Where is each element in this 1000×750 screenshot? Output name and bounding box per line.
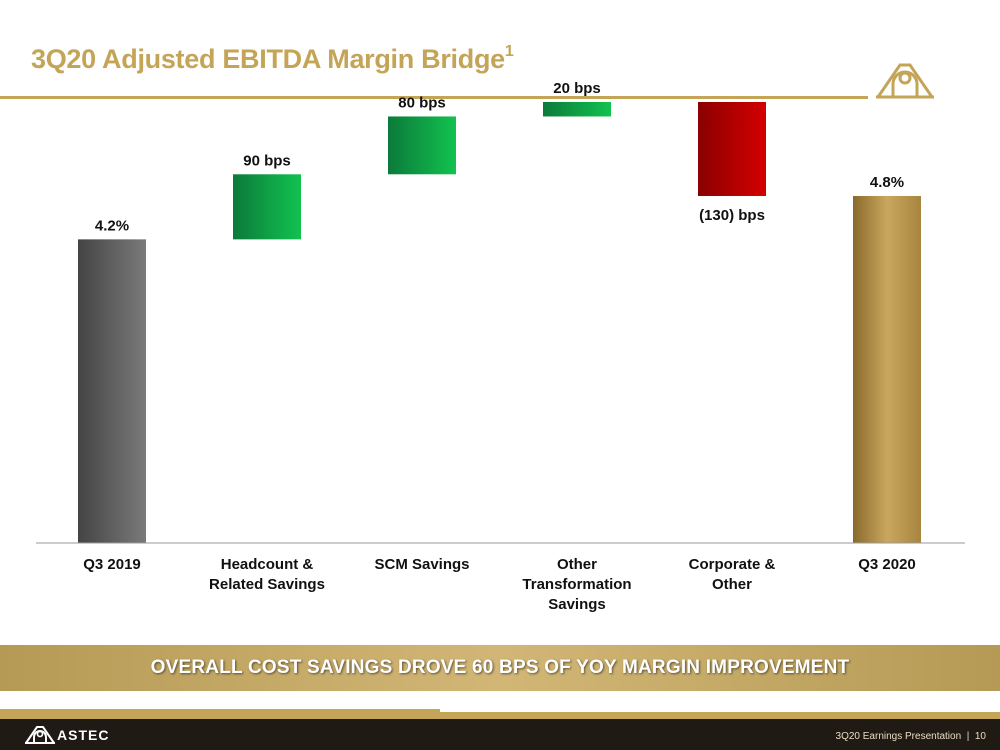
bar-3 — [388, 116, 456, 175]
summary-banner-text: OVERALL COST SAVINGS DROVE 60 BPS OF YOY… — [150, 657, 850, 678]
category-label-4: Other Transformation Savings — [522, 556, 631, 613]
title-divider — [0, 96, 868, 99]
category-label-5: Corporate & Other — [689, 556, 776, 593]
data-label-1: 4.2% — [95, 217, 129, 234]
astec-logo-icon — [25, 726, 55, 744]
bar-5 — [698, 102, 766, 196]
footer-page-info: 3Q20 Earnings Presentation | 10 — [835, 731, 986, 742]
chart-data-labels: 4.2% 90 bps 80 bps 20 bps (130) bps 4.8% — [95, 80, 904, 234]
data-label-5: (130) bps — [699, 207, 765, 224]
category-label-3: SCM Savings — [374, 556, 469, 573]
bar-6 — [853, 195, 921, 543]
chart-bars — [78, 102, 921, 543]
data-label-3: 80 bps — [398, 94, 446, 111]
page-title-text: 3Q20 Adjusted EBITDA Margin Bridge — [31, 44, 505, 74]
data-label-4: 20 bps — [553, 80, 601, 97]
footer-presentation-name: 3Q20 Earnings Presentation — [835, 731, 962, 742]
category-label-6: Q3 2020 — [858, 556, 916, 573]
category-label-2: Headcount & Related Savings — [209, 556, 325, 593]
footer-bar — [0, 719, 1000, 750]
footer-page-number: 10 — [974, 731, 986, 742]
bar-2 — [233, 174, 301, 240]
bar-4 — [543, 102, 611, 117]
ebitda-margin-bridge-chart: 4.2% 90 bps 80 bps 20 bps (130) bps 4.8% Q3 2… — [36, 80, 965, 613]
category-label-1: Q3 2019 — [83, 556, 141, 573]
title-footnote-marker: 1 — [504, 43, 514, 60]
footer-brand-name: ASTEC — [57, 727, 110, 743]
summary-banner: OVERALL COST SAVINGS DROVE 60 BPS OF YOY… — [0, 645, 1000, 691]
bar-1 — [78, 239, 146, 543]
footer-accent-strip — [390, 712, 1000, 719]
footer-accent-bar — [0, 709, 440, 719]
astec-logo-icon — [876, 63, 934, 99]
data-label-2: 90 bps — [243, 152, 291, 169]
page-title: 3Q20 Adjusted EBITDA Margin Bridge1 — [31, 43, 514, 75]
data-label-6: 4.8% — [870, 174, 904, 191]
chart-category-labels: Q3 2019 Headcount & Related Savings SCM Sav… — [83, 556, 916, 613]
